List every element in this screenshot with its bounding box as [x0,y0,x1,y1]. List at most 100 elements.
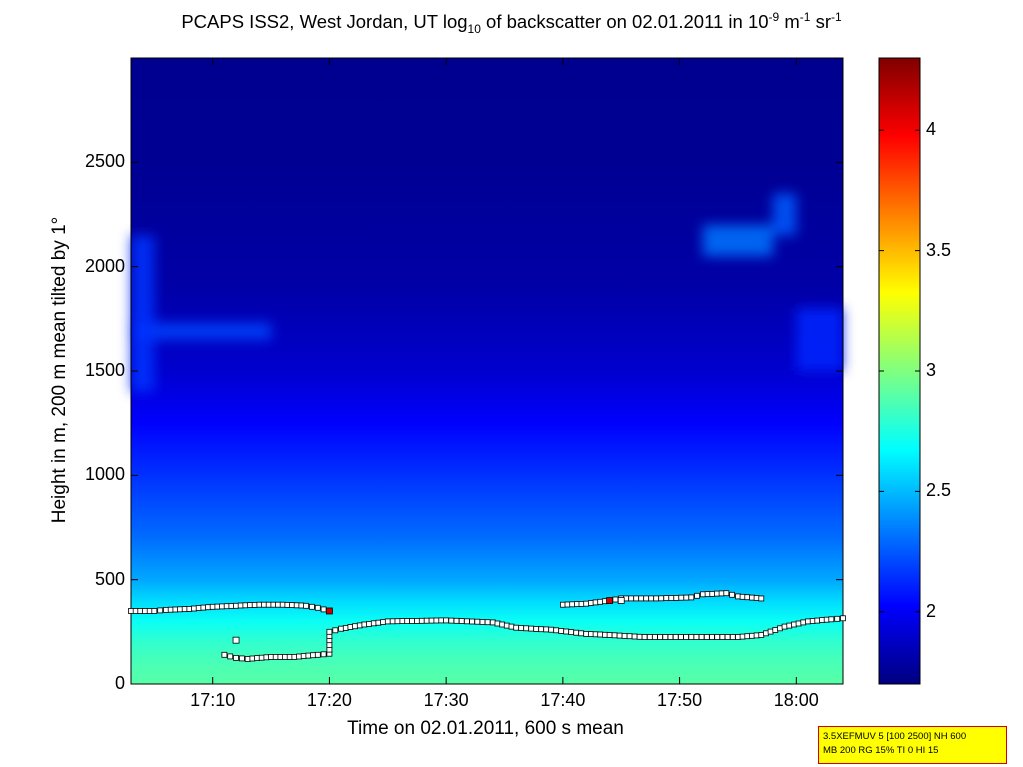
marker-layer-lower-21-2 [744,633,751,640]
marker-layer-lower-13-6 [474,618,481,625]
marker-layer-lower-12-8 [423,617,430,624]
marker-layer-right-6-4 [718,590,725,597]
highlight-marker-3 [617,597,625,604]
marker-layer-right-6-0 [700,591,706,598]
marker-layer-right-4-1 [658,595,665,602]
marker-layer-upper-7-3 [293,602,300,609]
marker-layer-upper-3-2 [195,605,202,611]
marker-layer-lower-4-3 [305,652,312,659]
marker-layer-lower-13-7 [479,619,486,625]
marker-layer-upper-4-3 [223,603,230,610]
marker-layer-lower-11-3 [375,619,382,626]
marker-layer-upper-3-4 [205,604,211,611]
marker-layer-right-3-5 [643,595,650,602]
marker-layer-right-4-0 [653,595,660,602]
marker-layer-upper-0-0 [128,608,134,614]
marker-layer-lower-16-2 [558,628,565,634]
marker-layer-lower-14-0 [489,619,496,626]
x-tick-label-1: 17:20 [306,690,352,710]
chart-title: PCAPS ISS2, West Jordan, UT log10 of bac… [181,10,842,36]
marker-layer-lower-7-0 [326,646,333,653]
marker-layer-upper-9-0 [314,604,321,611]
marker-layer-lower-24-2 [814,617,821,624]
colorbar-tick-label-4: 4 [926,119,937,140]
marker-layer-lower-10-2 [347,624,354,630]
settings-info-box: 3.5XEFMUV 5 [100 2500] NH 600 MB 200 RG … [818,726,1007,764]
marker-layer-lower-2-3 [258,654,265,661]
marker-layer-lower-3-2 [277,654,284,660]
marker-layer-lower-20-2 [698,634,705,640]
marker-layer-upper-8-0 [303,602,310,609]
marker-layer-right-4-4 [673,595,680,601]
marker-layer-upper-6-0 [256,601,263,608]
marker-layer-right-4-5 [678,594,685,601]
marker-layer-lower-18-5 [631,633,638,640]
marker-layer-lower-13-8 [484,619,491,626]
colorbar-tick-label-0: 2 [926,600,937,621]
marker-layer-lower-13-4 [463,618,470,625]
x-tick-label-3: 17:40 [540,690,586,710]
marker-layer-upper-6-2 [265,601,272,608]
series-layer-lower [221,615,846,662]
marker-layer-lower-1-1 [238,655,245,662]
marker-layer-upper-4-0 [209,603,216,610]
highlight-marker-2 [606,597,613,604]
marker-layer-lower-23-0 [781,623,788,630]
y-axis-label: Height in m, 200 m mean tilted by 1° [49,216,70,524]
marker-layer-lower-12-1 [389,618,396,625]
heatmap-feature-0 [131,323,272,340]
marker-layer-lower-23-4 [800,619,807,626]
marker-layer-lower-19-4 [662,634,669,640]
marker-layer-upper-3-1 [191,605,197,612]
marker-layer-lower-12-7 [418,617,425,624]
heatmap-feature-3 [772,193,797,236]
marker-layer-right-3-2 [628,595,635,602]
x-tick-label-5: 18:00 [773,690,819,710]
y-tick-label-3: 1500 [84,360,125,380]
marker-layer-lower-3-1 [272,654,279,660]
marker-layer-upper-4-2 [219,603,225,610]
marker-layer-upper-6-3 [270,601,277,608]
marker-layer-right-8-4 [753,595,760,601]
marker-layer-lower-15-2 [523,625,530,632]
marker-layer-upper-7-0 [279,601,286,608]
marker-layer-lower-12-6 [414,618,420,624]
marker-layer-lower-17-3 [597,631,604,638]
marker-layer-lower-15-1 [518,625,525,631]
marker-layer-lower-12-4 [404,618,411,624]
marker-layer-lower-23-3 [795,620,802,627]
marker-layer-right-6-1 [704,591,711,597]
marker-layer-lower-18-6 [636,633,643,640]
marker-layer-lower-9-1 [332,627,339,634]
marker-layer-upper-7-4 [298,602,305,609]
marker-layer-lower-19-2 [652,634,658,640]
marker-layer-right-3-4 [638,595,645,602]
marker-layer-right-8-1 [739,593,746,600]
marker-layer-upper-2-4 [181,606,188,612]
marker-layer-lower-17-0 [583,631,590,637]
marker-layer-lower-18-4 [626,633,633,640]
marker-layer-upper-1-1 [157,607,164,614]
marker-layer-right-1-1 [588,600,594,606]
marker-layer-lower-22-3 [772,627,779,633]
marker-layer-lower-10-0 [338,625,345,632]
marker-layer-lower-15-3 [528,625,535,632]
marker-layer-lower-11-1 [366,621,373,627]
colorbar-tick-label-3: 3.5 [926,239,952,260]
x-tick-label-4: 17:50 [657,690,703,710]
marker-layer-lower-4-0 [291,654,298,660]
heatmap-features [131,193,843,392]
marker-layer-lower-7-1 [326,642,333,648]
marker-layer-lower-17-4 [602,631,608,638]
info-line-2: MB 200 RG 15% TI 0 HI 15 [823,745,939,756]
marker-layer-lower-9-0 [326,628,333,635]
heatmap-feature-4 [796,308,843,371]
marker-layer-right-8-2 [744,594,751,601]
marker-layer-lower-23-1 [786,622,793,629]
marker-layer-lower-14-3 [503,622,510,629]
marker-layer-lower-18-0 [606,632,613,638]
heatmap-background [131,58,843,684]
marker-layer-lower-16-5 [573,629,580,636]
marker-layer-lower-20-1 [693,634,700,640]
